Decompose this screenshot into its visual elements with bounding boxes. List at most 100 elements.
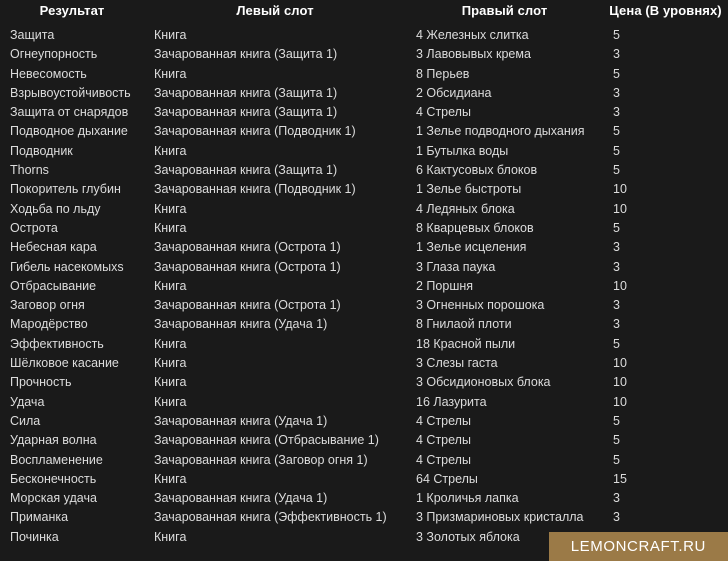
table-row: Ходьба по льду Книга 4 Ледяных блока 10: [0, 200, 728, 219]
table-row: Заговор огня Зачарованная книга (Острота …: [0, 296, 728, 315]
cell-left-slot: Зачарованная книга (Заговор огня 1): [154, 452, 368, 467]
cell-cost: 5: [613, 336, 620, 351]
cell-right-slot: 1 Кроличья лапка: [416, 491, 519, 506]
column-header-right-slot: Правый слот: [461, 3, 548, 18]
cell-result: Ходьба по льду: [10, 201, 101, 216]
cell-left-slot: Зачарованная книга (Отбрасывание 1): [154, 433, 379, 448]
cell-result: Острота: [10, 220, 58, 235]
cell-right-slot: 3 Обсидионовых блока: [416, 375, 551, 390]
cell-result: Thorns: [10, 163, 49, 178]
table-row: Шёлковое касание Книга 3 Слезы гаста 10: [0, 354, 728, 373]
cell-left-slot: Зачарованная книга (Защита 1): [154, 105, 338, 120]
cell-cost: 5: [613, 163, 620, 178]
cell-left-slot: Зачарованная книга (Подводник 1): [154, 124, 356, 139]
cell-result: Защита от снарядов: [10, 105, 129, 120]
cell-right-slot: 4 Железных слитка: [416, 28, 529, 42]
cell-right-slot: 3 Золотых яблока: [416, 529, 520, 544]
cell-result: Невесомость: [10, 66, 87, 81]
cell-cost: 10: [613, 356, 627, 371]
enchantment-recipes-table: Результат Левый слот Правый слот Цена (В…: [0, 3, 728, 547]
cell-right-slot: 18 Красной пыли: [416, 336, 516, 351]
table-row: Отбрасывание Книга 2 Поршня 10: [0, 277, 728, 296]
column-header-cost: Цена (В уровнях): [609, 3, 722, 18]
cell-right-slot: 2 Поршня: [416, 278, 474, 293]
cell-right-slot: 1 Бутылка воды: [416, 143, 509, 158]
cell-cost: 5: [613, 452, 620, 467]
cell-cost: 5: [613, 220, 620, 235]
cell-result: Отбрасывание: [10, 278, 97, 293]
cell-left-slot: Зачарованная книга (Острота 1): [154, 259, 341, 274]
table-row: Эффективность Книга 18 Красной пыли 5: [0, 335, 728, 354]
cell-result: Заговор огня: [10, 298, 85, 313]
table-row: Защита Книга 4 Железных слитка 5: [0, 26, 728, 45]
column-header-left-slot: Левый слот: [236, 3, 314, 18]
cell-result: Небесная кара: [10, 240, 97, 255]
table-row: Подводник Книга 1 Бутылка воды 5: [0, 142, 728, 161]
table-row: Взрывоустойчивость Зачарованная книга (За…: [0, 84, 728, 103]
table-row: Приманка Зачарованная книга (Эффективност…: [0, 508, 728, 527]
cell-result: Взрывоустойчивость: [10, 85, 131, 100]
cell-left-slot: Зачарованная книга (Защита 1): [154, 85, 338, 100]
cell-left-slot: Книга: [154, 336, 187, 351]
cell-cost: 3: [613, 105, 620, 120]
cell-cost: 3: [613, 240, 620, 255]
cell-left-slot: Книга: [154, 278, 187, 293]
cell-left-slot: Зачарованная книга (Удача 1): [154, 317, 328, 332]
table-row: Гибель насекомыхs Зачарованная книга (Ост…: [0, 258, 728, 277]
cell-right-slot: 3 Призмариновых кристалла: [416, 510, 584, 525]
cell-result: Удача: [10, 394, 45, 409]
cell-result: Починка: [10, 529, 59, 544]
cell-result: Морская удача: [10, 491, 97, 506]
cell-result: Эффективность: [10, 336, 104, 351]
table-row: Покоритель глубин Зачарованная книга (Под…: [0, 180, 728, 199]
table-row: Thorns Зачарованная книга (Защита 1) 6 Как…: [0, 161, 728, 180]
cell-left-slot: Зачарованная книга (Удача 1): [154, 491, 328, 506]
cell-right-slot: 4 Стрелы: [416, 452, 471, 467]
cell-right-slot: 4 Стрелы: [416, 105, 471, 120]
table-row: Починка Книга 3 Золотых яблока: [0, 528, 728, 547]
cell-left-slot: Книга: [154, 220, 187, 235]
table-row: Невесомость Книга 8 Перьев 5: [0, 65, 728, 84]
site-watermark-badge: LEMONCRAFT.RU: [548, 532, 728, 561]
cell-result: Бесконечность: [10, 471, 97, 486]
cell-cost: 3: [613, 491, 620, 506]
cell-left-slot: Зачарованная книга (Эффективность 1): [154, 510, 387, 525]
table-row: Воспламенение Зачарованная книга (Заговор…: [0, 451, 728, 470]
cell-left-slot: Книга: [154, 201, 187, 216]
cell-left-slot: Книга: [154, 394, 187, 409]
cell-cost: 3: [613, 85, 620, 100]
cell-left-slot: Зачарованная книга (Защита 1): [154, 163, 338, 178]
cell-cost: 5: [613, 124, 620, 139]
cell-result: Огнеупорность: [10, 47, 98, 62]
cell-right-slot: 3 Огненных порошока: [416, 298, 545, 313]
cell-result: Покоритель глубин: [10, 182, 121, 197]
cell-result: Подводное дыхание: [10, 124, 128, 139]
cell-right-slot: 8 Гнилаой плоти: [416, 317, 512, 332]
cell-right-slot: 3 Слезы гаста: [416, 356, 498, 371]
cell-left-slot: Книга: [154, 375, 187, 390]
cell-right-slot: 6 Кактусовых блоков: [416, 163, 538, 178]
cell-right-slot: 64 Стрелы: [416, 471, 478, 486]
table-row: Защита от снарядов Зачарованная книга (За…: [0, 103, 728, 122]
cell-left-slot: Зачарованная книга (Защита 1): [154, 47, 338, 62]
cell-cost: 5: [613, 413, 620, 428]
table-row: Удача Книга 16 Лазурита 10: [0, 393, 728, 412]
cell-cost: 3: [613, 298, 620, 313]
cell-cost: 3: [613, 259, 620, 274]
cell-right-slot: 4 Стрелы: [416, 413, 471, 428]
cell-cost: 5: [613, 66, 620, 81]
cell-right-slot: 4 Стрелы: [416, 433, 471, 448]
cell-right-slot: 1 Зелье подводного дыхания: [416, 124, 585, 139]
cell-cost: 5: [613, 28, 620, 42]
cell-cost: 10: [613, 375, 627, 390]
cell-cost: 3: [613, 47, 620, 62]
table-row: Огнеупорность Зачарованная книга (Защита …: [0, 45, 728, 64]
cell-right-slot: 8 Кварцевых блоков: [416, 220, 534, 235]
cell-result: Защита: [10, 28, 55, 42]
cell-left-slot: Зачарованная книга (Острота 1): [154, 240, 341, 255]
cell-result: Ударная волна: [10, 433, 97, 448]
table-row: Подводное дыхание Зачарованная книга (Под…: [0, 122, 728, 141]
table-row: Морская удача Зачарованная книга (Удача 1…: [0, 489, 728, 508]
table-row: Ударная волна Зачарованная книга (Отбрасы…: [0, 431, 728, 450]
cell-cost: 5: [613, 143, 620, 158]
